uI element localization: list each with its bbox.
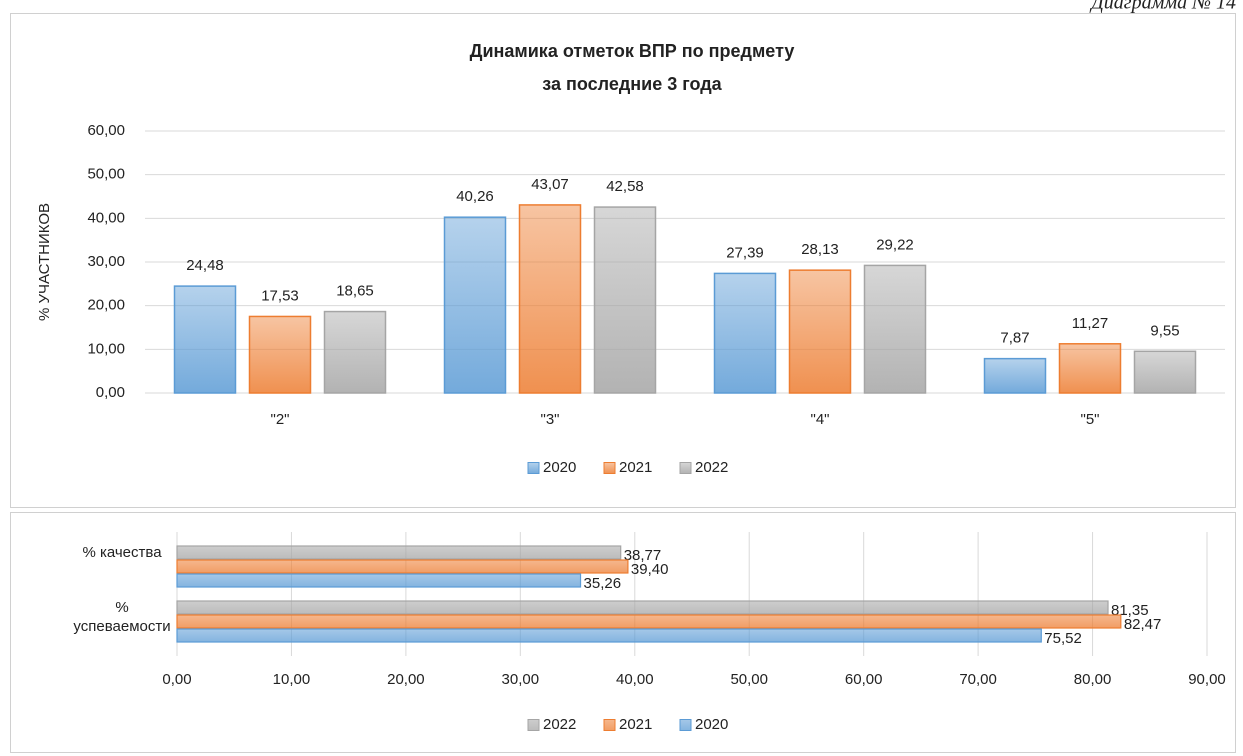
data-label: 75,52 xyxy=(1044,630,1082,647)
legend-swatch xyxy=(679,719,692,731)
x-tick-label: 0,00 xyxy=(162,671,191,688)
legend-label: 2022 xyxy=(695,459,728,476)
bar xyxy=(176,600,1109,615)
y-tick-label: 50,00 xyxy=(87,166,125,183)
data-label: 11,27 xyxy=(1072,315,1108,332)
bar xyxy=(173,285,237,394)
bar xyxy=(176,545,622,560)
chart-subtitle: за последние 3 года xyxy=(542,74,722,94)
data-label: 28,13 xyxy=(801,241,839,258)
data-label: 24,48 xyxy=(186,257,224,274)
x-tick-label: "2" xyxy=(271,411,290,428)
x-tick-label: 50,00 xyxy=(730,671,768,688)
bar xyxy=(863,264,927,394)
bar xyxy=(176,573,582,588)
bar xyxy=(713,272,777,394)
bar xyxy=(1133,350,1197,394)
x-tick-label: 20,00 xyxy=(387,671,425,688)
bar xyxy=(1058,343,1122,394)
chart-title: Динамика отметок ВПР по предмету xyxy=(470,41,795,61)
y-axis-label: % УЧАСТНИКОВ xyxy=(36,203,53,321)
legend-swatch xyxy=(603,462,616,474)
y-tick-label: 40,00 xyxy=(87,209,125,226)
legend-swatch xyxy=(527,719,540,731)
legend-label: 2021 xyxy=(619,459,652,476)
data-label: 39,40 xyxy=(631,561,669,578)
legend-swatch xyxy=(527,462,540,474)
bar xyxy=(248,315,312,394)
y-tick-label: 30,00 xyxy=(87,253,125,270)
data-label: 82,47 xyxy=(1124,616,1162,633)
data-label: 38,77 xyxy=(624,547,662,564)
legend-swatch xyxy=(679,462,692,474)
data-label: 29,22 xyxy=(876,236,914,253)
x-tick-label: "3" xyxy=(541,411,560,428)
data-label: 18,65 xyxy=(336,283,374,300)
caption: Диаграмма № 14 xyxy=(1089,0,1236,14)
x-tick-label: 10,00 xyxy=(273,671,311,688)
data-label: 40,26 xyxy=(456,188,494,205)
legend-label: 2020 xyxy=(543,459,576,476)
y-tick-label: 10,00 xyxy=(87,340,125,357)
data-label: 7,87 xyxy=(1000,330,1029,347)
data-label: 42,58 xyxy=(606,178,644,195)
data-label: 35,26 xyxy=(584,575,622,592)
x-tick-label: 80,00 xyxy=(1074,671,1112,688)
legend-swatch xyxy=(603,719,616,731)
y-tick-label: % успеваемости xyxy=(73,599,171,635)
y-tick-label: 0,00 xyxy=(96,384,125,401)
bar xyxy=(443,216,507,394)
data-label: 43,07 xyxy=(531,176,569,193)
x-tick-label: 40,00 xyxy=(616,671,654,688)
bar xyxy=(593,206,657,394)
legend-label: 2021 xyxy=(619,716,652,733)
data-label: 17,53 xyxy=(261,287,299,304)
bar xyxy=(518,204,582,394)
x-tick-label: "4" xyxy=(811,411,830,428)
data-label: 27,39 xyxy=(726,244,764,261)
x-tick-label: "5" xyxy=(1081,411,1100,428)
y-tick-label: 20,00 xyxy=(87,297,125,314)
legend-label: 2022 xyxy=(543,716,576,733)
x-tick-label: 30,00 xyxy=(502,671,540,688)
y-tick-label: % качества xyxy=(82,544,162,561)
bar xyxy=(176,628,1042,643)
bar xyxy=(323,310,387,394)
data-label: 9,55 xyxy=(1150,322,1179,339)
x-tick-label: 70,00 xyxy=(959,671,997,688)
legend-label: 2020 xyxy=(695,716,728,733)
x-tick-label: 60,00 xyxy=(845,671,883,688)
x-tick-label: 90,00 xyxy=(1188,671,1226,688)
bar xyxy=(983,357,1047,394)
bar xyxy=(176,614,1122,629)
y-tick-label: 60,00 xyxy=(87,122,125,139)
bar xyxy=(788,269,852,394)
bar xyxy=(176,559,629,574)
